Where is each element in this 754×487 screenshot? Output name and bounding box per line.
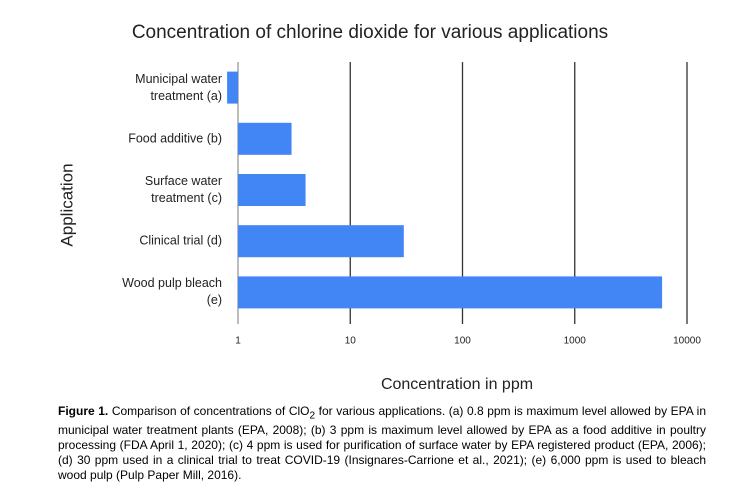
chart: Concentration of chlorine dioxide for va… xyxy=(57,22,701,393)
y-tick-label: Food additive (b) xyxy=(128,131,222,146)
bar xyxy=(227,71,238,104)
caption-subscript: 2 xyxy=(309,410,316,422)
x-axis-title: Concentration in ppm xyxy=(381,376,533,393)
x-tick-label: 1 xyxy=(235,336,241,347)
x-tick-label: 10 xyxy=(345,336,357,347)
y-axis-title: Application xyxy=(57,163,76,246)
caption-text: Comparison of concentrations of ClO xyxy=(108,404,310,418)
y-tick-label: Clinical trial (d) xyxy=(139,233,222,248)
caption-text: for various applications. (a) 0.8 ppm is… xyxy=(58,404,706,483)
chart-title: Concentration of chlorine dioxide for va… xyxy=(132,22,608,43)
y-tick-label: Wood pulp bleach (e) xyxy=(122,276,222,308)
caption: Figure 1. Comparison of concentrations o… xyxy=(58,404,706,483)
x-tick-label: 100 xyxy=(454,336,471,347)
x-tick-label: 10000 xyxy=(673,336,701,347)
bar xyxy=(238,122,292,155)
bar xyxy=(238,174,306,206)
y-tick-label: Municipal water treatment (a) xyxy=(135,71,222,103)
bar xyxy=(238,276,663,309)
bar xyxy=(238,225,404,258)
x-tick-label: 1000 xyxy=(564,336,587,347)
caption-label: Figure 1. xyxy=(58,404,109,418)
y-tick-label: Surface water treatment (c) xyxy=(144,174,222,205)
